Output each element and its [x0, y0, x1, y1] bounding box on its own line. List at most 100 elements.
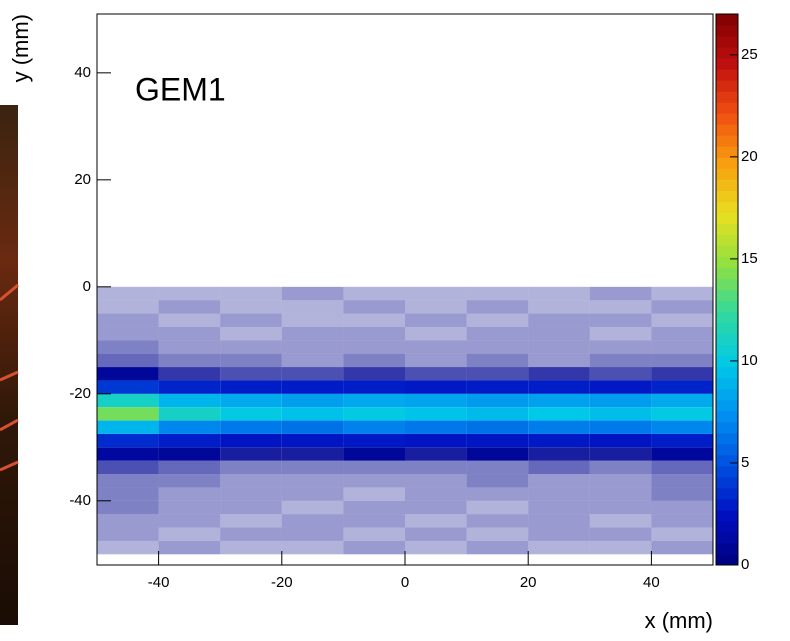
- heatmap-cell: [405, 514, 467, 528]
- heatmap-cell: [528, 527, 590, 541]
- heatmap-cell: [158, 326, 221, 341]
- heatmap-cell: [97, 313, 159, 327]
- heatmap-cell: [466, 353, 529, 368]
- colorbar-step: [716, 520, 738, 533]
- heatmap-cell: [220, 300, 282, 314]
- heatmap-cell: [158, 447, 221, 461]
- heatmap-cell: [589, 527, 652, 541]
- heatmap-cell: [281, 447, 344, 461]
- heatmap-cell: [405, 420, 467, 434]
- heatmap-cell: [97, 433, 159, 448]
- heatmap-cell: [343, 326, 405, 341]
- colorbar-step: [716, 69, 738, 81]
- heatmap-cell: [589, 407, 652, 421]
- colorbar-tick-label: 25: [741, 46, 758, 63]
- heatmap-cell: [528, 313, 590, 327]
- heatmap-cell: [343, 500, 405, 515]
- heatmap-cell: [158, 487, 221, 501]
- heatmap-cell: [220, 433, 282, 448]
- heatmap-cell: [405, 460, 467, 475]
- heatmap-cell: [405, 474, 467, 488]
- colorbar-frame: [715, 13, 739, 566]
- heatmap-cell: [97, 487, 159, 501]
- colorbar-step: [716, 91, 738, 103]
- colorbar-step: [716, 278, 738, 290]
- x-tick-label: -20: [271, 574, 293, 591]
- colorbar-step: [716, 476, 738, 489]
- photo-streaks: [0, 283, 19, 472]
- heatmap-cell: [405, 393, 467, 408]
- colorbar-step: [716, 333, 738, 346]
- heatmap-cell: [651, 340, 713, 354]
- heatmap-cell: [97, 340, 159, 354]
- heatmap-cell: [281, 487, 344, 501]
- heatmap-cell: [97, 353, 159, 368]
- colorbar-step: [716, 487, 738, 500]
- heatmap-cell: [651, 514, 713, 528]
- colorbar-step: [716, 135, 738, 147]
- y-tick-label: -40: [69, 492, 91, 509]
- heatmap-cell: [220, 286, 282, 301]
- heatmap-cell: [528, 380, 590, 394]
- colorbar-step: [716, 113, 738, 125]
- heatmap-cell: [528, 300, 590, 314]
- heatmap-cell: [528, 447, 590, 461]
- x-tick-label: -40: [148, 574, 170, 591]
- colorbar-tick-label: 15: [741, 250, 758, 267]
- heatmap-cell: [589, 433, 652, 448]
- heatmap-cell: [158, 474, 221, 488]
- heatmap-cell: [589, 474, 652, 488]
- heatmap-cell: [97, 326, 159, 341]
- heatmap-cell: [651, 353, 713, 368]
- heatmap-cell: [466, 433, 529, 448]
- colorbar-step: [716, 355, 738, 368]
- heatmap-cell: [405, 433, 467, 448]
- colorbar-step: [716, 168, 738, 180]
- heatmap-cell: [158, 367, 221, 381]
- heatmap-cell: [589, 326, 652, 341]
- heatmap-cell: [651, 393, 713, 408]
- colorbar-step: [716, 36, 738, 48]
- colorbar-step: [716, 366, 738, 379]
- heatmap-cell: [651, 380, 713, 394]
- colorbar-step: [716, 124, 738, 136]
- heatmap-cell: [528, 514, 590, 528]
- heatmap-cell: [343, 540, 405, 555]
- heatmap-cell: [281, 433, 344, 448]
- heatmap-cell: [220, 340, 282, 354]
- heatmap-cell: [343, 367, 405, 381]
- heatmap-cell: [651, 433, 713, 448]
- heatmap-cell: [158, 407, 221, 421]
- colorbar-step: [716, 542, 738, 555]
- heatmap-cell: [589, 286, 652, 301]
- colorbar-step: [716, 289, 738, 302]
- heatmap-cell: [651, 500, 713, 515]
- heatmap-cell: [466, 540, 529, 555]
- heatmap-cell: [220, 393, 282, 408]
- colorbar-tick-label: 0: [741, 556, 749, 573]
- heatmap-cell: [466, 474, 529, 488]
- heatmap-cell: [528, 367, 590, 381]
- heatmap-cell: [405, 380, 467, 394]
- heatmap-cell: [158, 514, 221, 528]
- colorbar-tick-label: 5: [741, 454, 749, 471]
- heatmap-cell: [651, 407, 713, 421]
- heatmap-cell: [466, 527, 529, 541]
- heatmap-cell: [589, 353, 652, 368]
- colorbar-step: [716, 14, 738, 26]
- heatmap-cell: [405, 340, 467, 354]
- heatmap-cell: [97, 474, 159, 488]
- heatmap-cell: [220, 540, 282, 555]
- heatmap-cell: [466, 300, 529, 314]
- heatmap-cell: [281, 353, 344, 368]
- heatmap-cell: [405, 407, 467, 421]
- y-tick-label: -20: [69, 385, 91, 402]
- heatmap-cell: [343, 487, 405, 501]
- heatmap-cell: [97, 460, 159, 475]
- heatmap-cell: [343, 460, 405, 475]
- colorbar-step: [716, 498, 738, 511]
- heatmap-cell: [343, 393, 405, 408]
- heatmap-cell: [343, 380, 405, 394]
- colorbar-step: [716, 410, 738, 423]
